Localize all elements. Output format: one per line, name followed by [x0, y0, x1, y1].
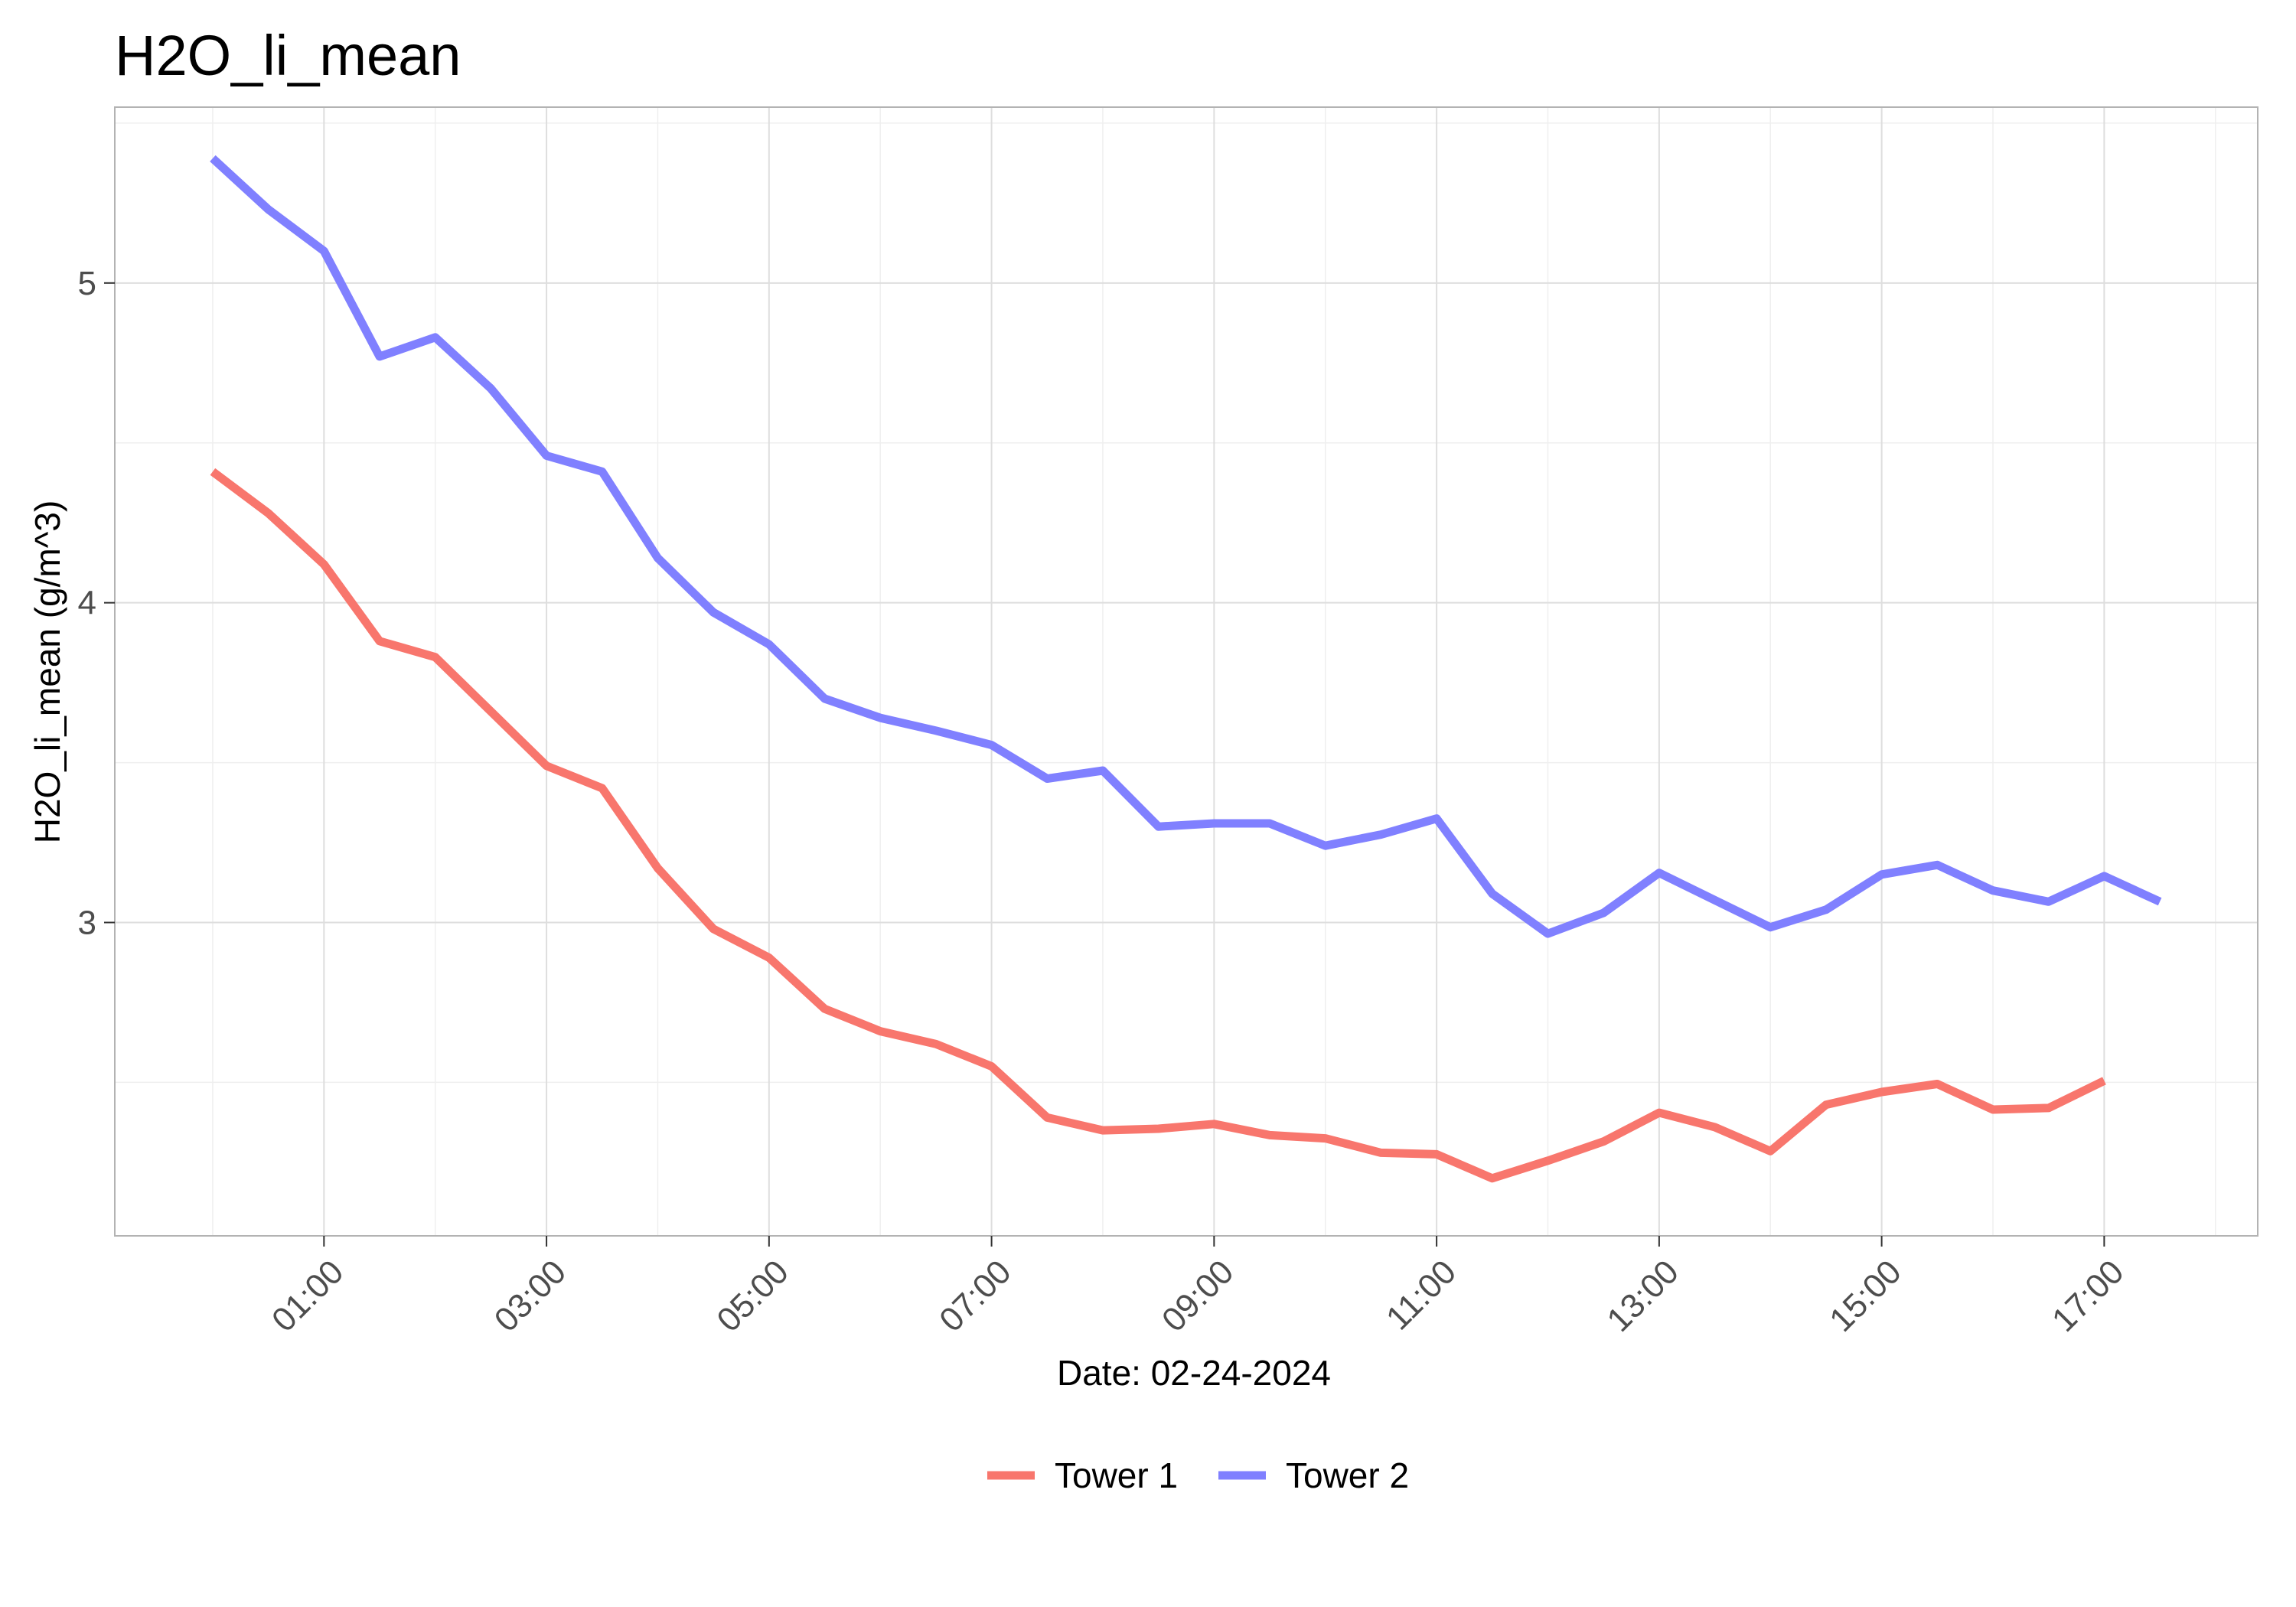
y-axis: 3 4 5: [78, 265, 115, 942]
x-tick-label: 13:00: [1600, 1253, 1686, 1339]
series-line-tower-1: [210, 468, 2106, 1183]
x-tick-label: 09:00: [1155, 1253, 1241, 1339]
x-tick-label: 11:00: [1379, 1253, 1463, 1337]
legend-label-tower-1: Tower 1: [1055, 1455, 1178, 1495]
x-tick-label: 01:00: [265, 1253, 351, 1339]
legend-label-tower-2: Tower 2: [1286, 1455, 1409, 1495]
y-tick-label: 4: [78, 585, 96, 622]
major-gridlines: [115, 107, 2258, 1236]
x-tick-label: 17:00: [2045, 1253, 2131, 1339]
x-axis: 01:00 03:00 05:00 07:00 09:00 11:00 13:00 15:00…: [265, 1236, 2131, 1339]
y-tick-label: 3: [78, 905, 96, 942]
x-tick-label: 15:00: [1822, 1253, 1909, 1339]
chart-title: H2O_li_mean: [115, 24, 461, 87]
x-tick-label: 05:00: [709, 1253, 796, 1339]
minor-gridlines: [115, 107, 2258, 1236]
x-tick-label: 07:00: [932, 1253, 1019, 1339]
series-line-tower-2: [210, 155, 2162, 938]
x-axis-title: Date: 02-24-2024: [1057, 1353, 1331, 1393]
legend: Tower 1 Tower 2: [987, 1455, 1409, 1495]
plot-panel-border: [114, 106, 2258, 1237]
y-axis-title: H2O_li_mean (g/m^3): [28, 500, 67, 844]
x-tick-label: 03:00: [488, 1253, 574, 1339]
series-lines: [210, 155, 2162, 1183]
y-tick-label: 5: [78, 265, 96, 302]
